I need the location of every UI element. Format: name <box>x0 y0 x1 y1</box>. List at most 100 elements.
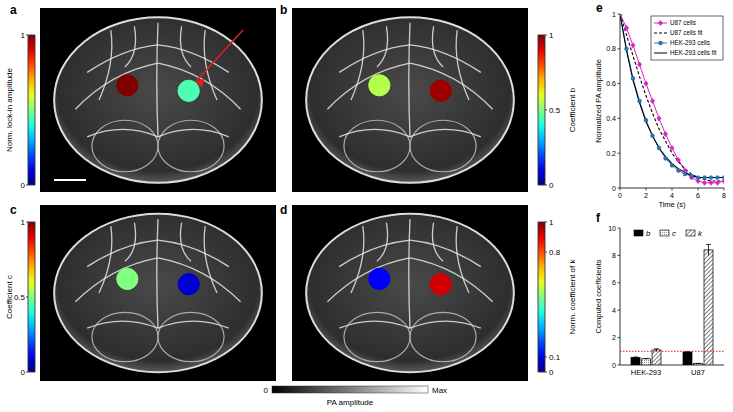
colorbar-frame <box>538 35 545 185</box>
y-axis <box>620 228 621 365</box>
colorbar-tick-label: 1 <box>549 31 554 40</box>
colorbar-tick-label: 1 <box>549 218 554 227</box>
y-tick-label: 0.2 <box>606 150 616 157</box>
panel-letter: a <box>10 3 17 17</box>
colorbar-label: Norm. coefficient of k <box>568 259 577 335</box>
marker <box>722 176 724 180</box>
colorbar-tick <box>545 222 547 223</box>
plot-area <box>620 244 724 365</box>
vessel <box>158 45 229 73</box>
y-axis-label: Normalized PA amplitude <box>594 59 603 143</box>
colorbar-tick <box>26 185 28 186</box>
x-tick-label: 0 <box>618 192 622 199</box>
marker <box>631 76 635 80</box>
y-tick <box>618 14 621 15</box>
pa-colorbar-title: PA amplitude <box>327 398 374 407</box>
marker <box>696 176 700 180</box>
marker <box>657 146 661 150</box>
y-tick-label: 2 <box>612 334 616 341</box>
error-bar <box>644 358 649 360</box>
signal-blob <box>430 274 451 295</box>
signal-blob <box>117 268 138 289</box>
x-tick <box>724 188 725 191</box>
vessel <box>158 240 229 266</box>
error-bar <box>696 363 701 365</box>
y-tick <box>618 282 621 283</box>
y-tick <box>618 365 621 366</box>
marker <box>620 14 622 16</box>
bar <box>631 357 640 365</box>
pa-colorbar-label: Max <box>432 386 447 395</box>
colorbar-tick-label: 0.5 <box>549 106 561 115</box>
y-tick-label: 1 <box>612 11 616 18</box>
bar <box>652 350 661 365</box>
colorbar-frame <box>538 222 545 372</box>
colorbar-tick <box>545 252 547 253</box>
threshold-line <box>620 351 724 352</box>
legend-swatch <box>660 230 669 236</box>
legend: bck <box>634 229 703 238</box>
vessel <box>377 26 388 67</box>
colorbar <box>28 35 35 185</box>
legend-label: U87 cells fit <box>670 29 703 36</box>
x-tick-label: 2 <box>644 192 648 199</box>
bar <box>642 359 651 365</box>
y-tick-label: 8 <box>612 252 616 259</box>
vessel <box>204 226 217 293</box>
figure: a01Norm. lock-in amplitudeb00.51Coeffici… <box>0 0 733 412</box>
legend-label: HEK-293 cells <box>670 39 710 46</box>
cerebellum <box>344 312 410 361</box>
vessel <box>410 63 493 109</box>
vessel <box>157 23 158 137</box>
series-line <box>620 14 724 178</box>
legend-box <box>651 16 723 60</box>
marker <box>624 25 628 30</box>
colorbar-tick-label: 0.5 <box>14 293 26 302</box>
y-tick <box>618 337 621 338</box>
cerebellum <box>344 120 410 172</box>
marker <box>631 43 635 48</box>
marker <box>709 180 713 185</box>
marker <box>670 145 674 150</box>
y-tick <box>618 310 621 311</box>
marker <box>683 172 687 176</box>
x-tick <box>698 188 699 191</box>
vessel <box>432 26 443 67</box>
x-tick-label: HEK-293 <box>631 368 661 377</box>
colorbar-tick-label: 0.8 <box>549 248 561 257</box>
vessel <box>409 219 410 328</box>
vessel <box>351 226 364 293</box>
vessel <box>327 258 410 302</box>
brain-outline <box>54 17 262 183</box>
error-cap <box>633 357 638 358</box>
y-tick-label: 0.4 <box>606 115 616 122</box>
legend-swatch <box>654 33 667 34</box>
vessel <box>456 226 469 293</box>
marker <box>651 134 655 138</box>
colorbar-frame <box>28 222 35 372</box>
marker <box>703 176 707 180</box>
signal-blob <box>178 274 199 295</box>
y-tick-label: 6 <box>612 279 616 286</box>
colorbar-tick-label: 0 <box>21 368 26 377</box>
vessel <box>75 258 158 302</box>
colorbar <box>28 222 35 372</box>
arrow-head <box>196 79 205 88</box>
series-line <box>620 14 724 178</box>
vessel <box>339 45 410 73</box>
image-background <box>292 205 528 381</box>
pa-colorbar-group: 0MaxPA amplitude <box>264 386 448 407</box>
marker <box>677 169 681 173</box>
y-tick <box>618 153 621 154</box>
vessel <box>351 30 364 100</box>
colorbar-tick-label: 0.1 <box>549 353 561 362</box>
y-tick <box>618 118 621 119</box>
y-tick-label: 0 <box>612 185 616 192</box>
x-axis-label: Time (s) <box>658 200 686 209</box>
error-cap <box>696 363 701 364</box>
colorbar-tick <box>545 185 547 186</box>
colorbar-frame <box>28 35 35 185</box>
y-tick <box>618 255 621 256</box>
bar-chart: f0246810Computed coefficientsHEK-293U87b… <box>594 211 724 377</box>
x-tick-label: 8 <box>722 192 726 199</box>
